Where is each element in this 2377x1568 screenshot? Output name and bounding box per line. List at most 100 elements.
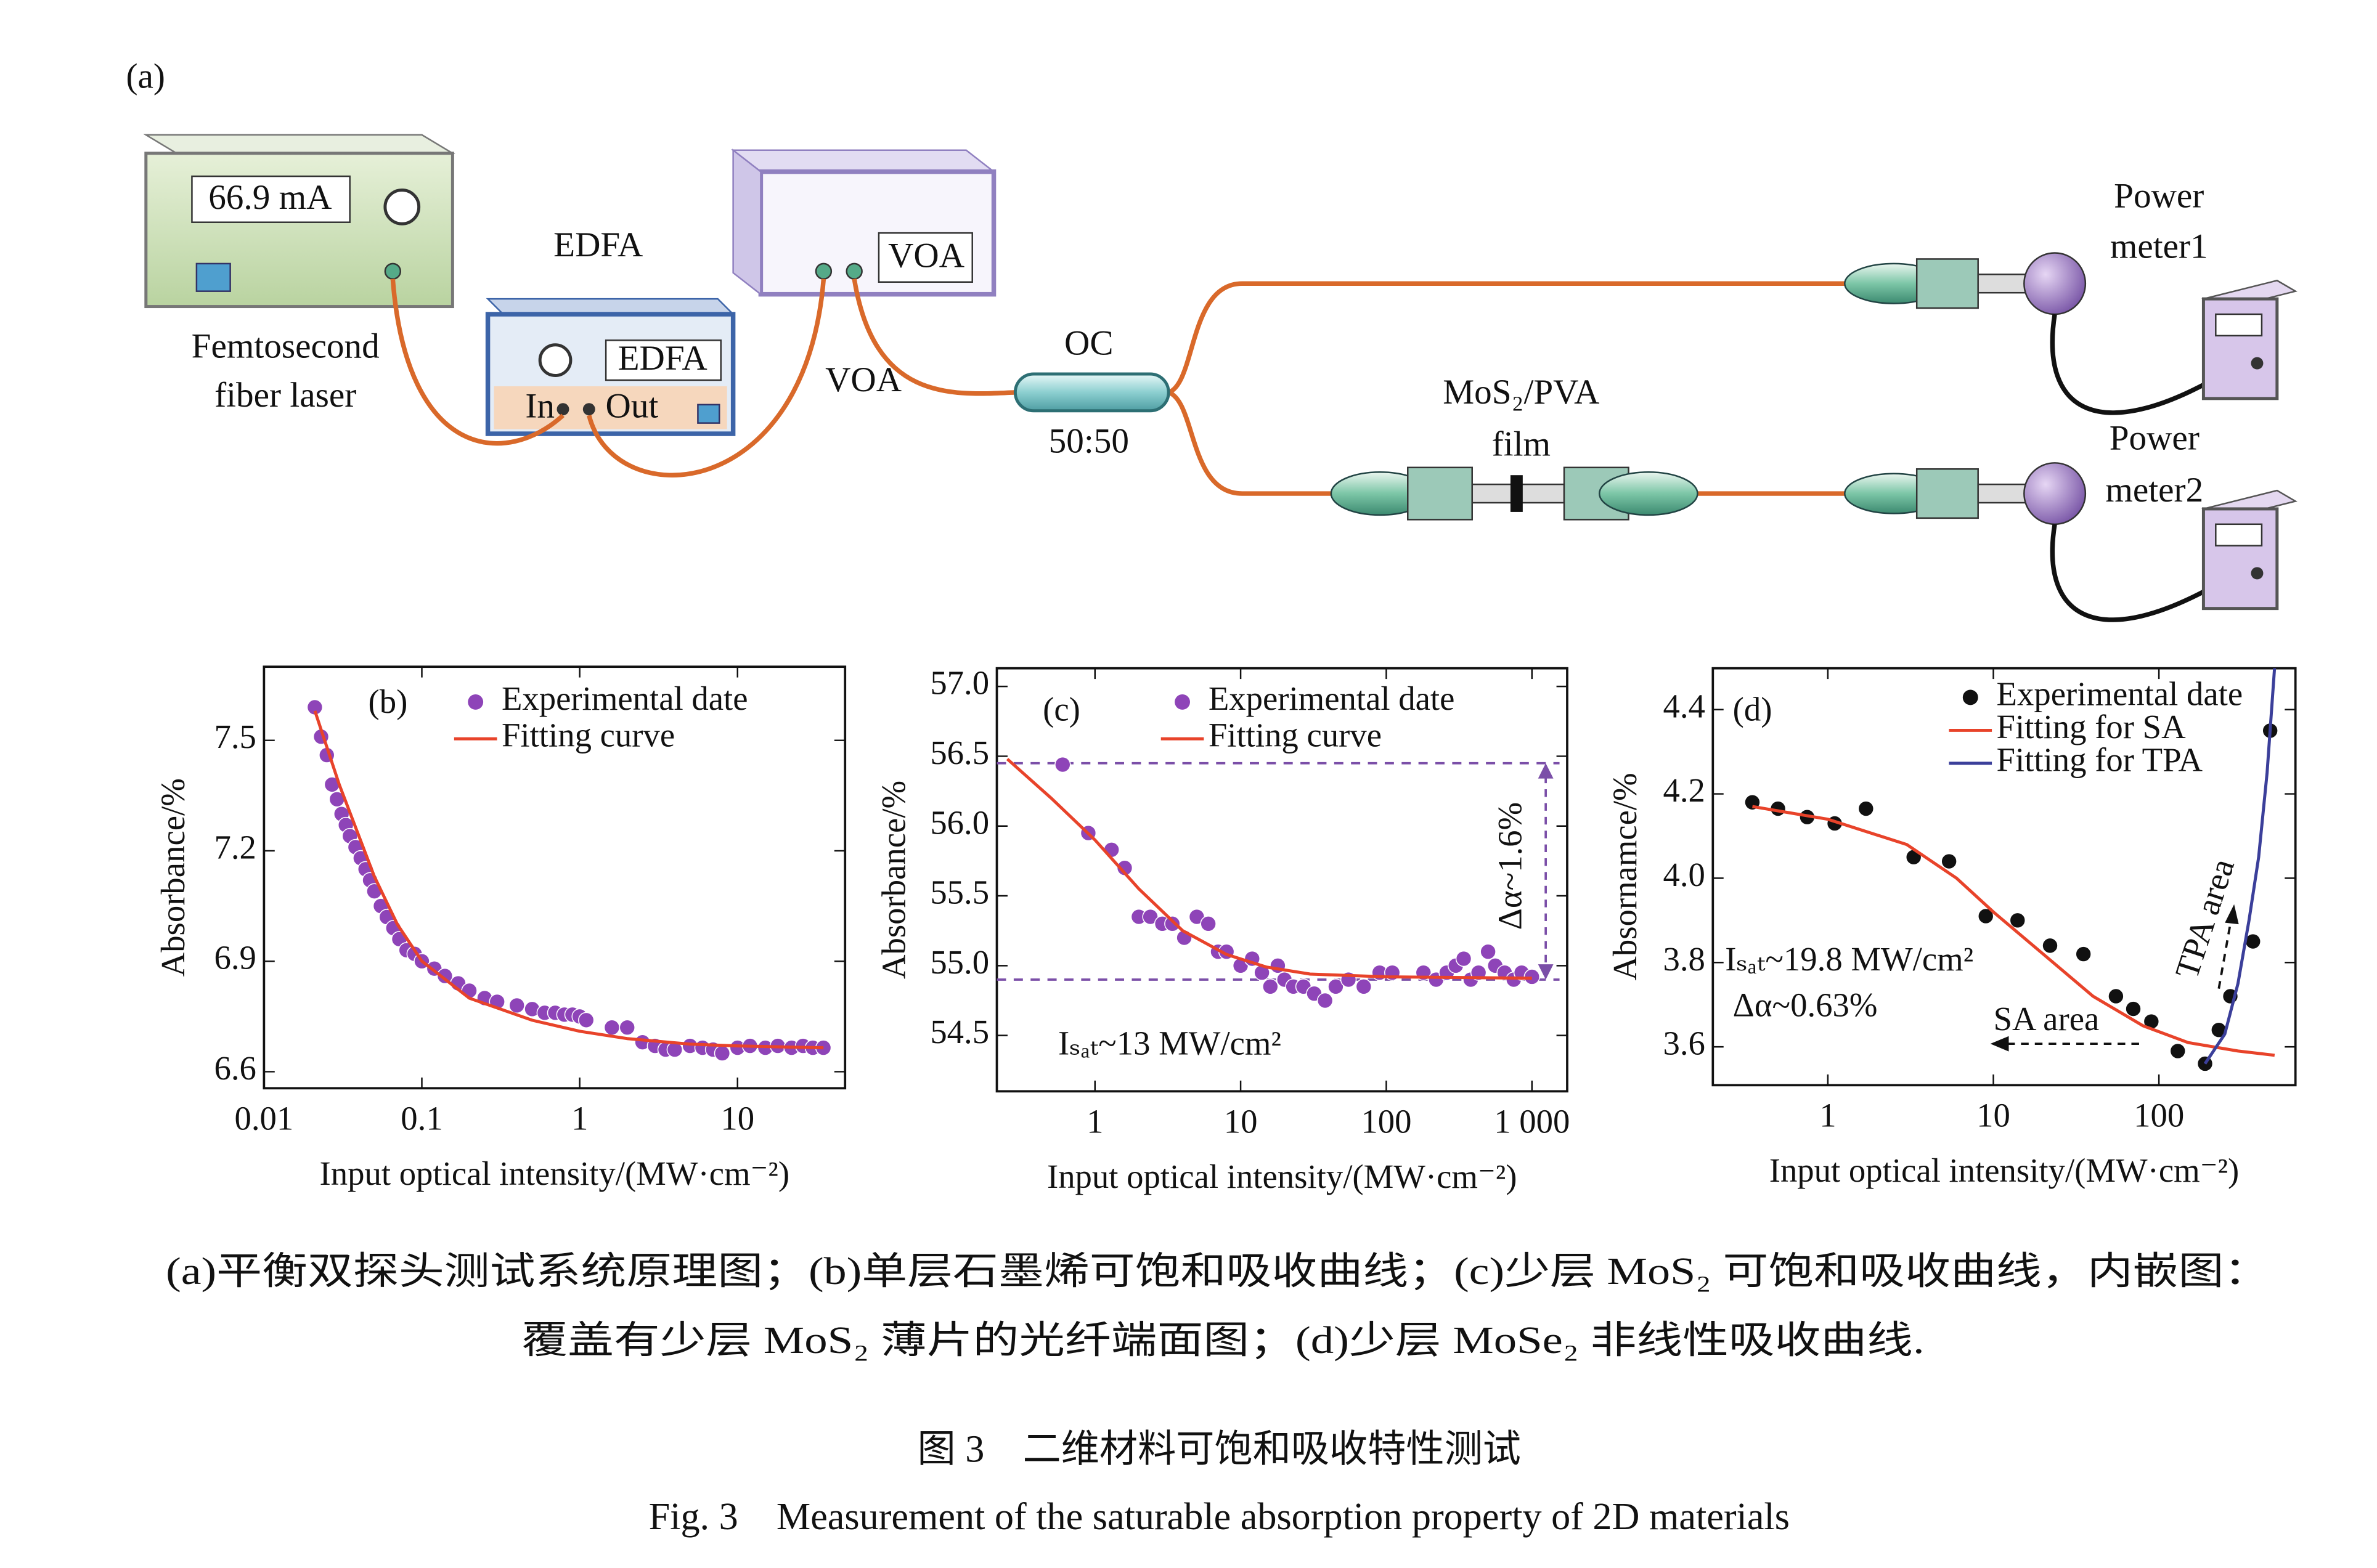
caption-line: 覆盖有少层 MoS₂ 薄片的光纤端面图；(d)少层 MoSe₂ 非线性吸收曲线. — [521, 1320, 1924, 1362]
laser-label: Femtosecond — [192, 327, 380, 365]
x-tick-label: 10 — [1976, 1097, 2010, 1134]
film — [1510, 475, 1523, 512]
meter-label: meter2 — [2105, 471, 2203, 510]
fiber — [852, 278, 1016, 396]
arrow-head — [1538, 964, 1554, 980]
meter-label: Power — [2114, 177, 2204, 216]
y-tick-label: 6.9 — [214, 939, 256, 977]
knob — [538, 343, 573, 377]
sample-label: film — [1492, 425, 1551, 464]
laser-display — [191, 175, 351, 223]
y-tick-label: 55.5 — [930, 874, 989, 911]
voa-display — [878, 232, 973, 283]
meter-display — [2215, 313, 2263, 337]
coupler — [1013, 372, 1170, 413]
sample-holder — [1330, 466, 1698, 521]
coupler-ratio: 50:50 — [1049, 422, 1129, 461]
caption-line: (a)平衡双探头测试系统原理图；(b)单层石墨烯可饱和吸收曲线；(c)少层 Mo… — [166, 1251, 2269, 1293]
arrow-head — [1990, 1036, 2009, 1052]
data-point — [619, 1019, 635, 1036]
legend-marker — [1962, 689, 1978, 705]
legend-label: Fitting curve — [1209, 717, 1382, 754]
y-tick-label: 56.5 — [930, 734, 989, 771]
x-tick-label: 100 — [2134, 1097, 2184, 1134]
laser-label: fiber laser — [214, 376, 356, 415]
data-point — [1327, 978, 1344, 995]
data-point — [1116, 859, 1133, 876]
legend-label: Experimental date — [502, 680, 748, 717]
knob — [2251, 357, 2264, 370]
y-tick-label: 7.5 — [214, 718, 256, 755]
meter-display — [2215, 523, 2263, 546]
panel-label: (a) — [126, 57, 165, 95]
detector-head — [2023, 462, 2087, 526]
detector1 — [1844, 252, 2297, 415]
cable — [2050, 524, 2222, 622]
y-tick-label: 56.0 — [930, 803, 989, 841]
data-point — [1941, 853, 1957, 870]
ferrule — [1407, 466, 1473, 521]
data-point — [436, 967, 454, 985]
cable — [2050, 314, 2222, 415]
data-point — [1200, 916, 1217, 932]
data-point — [2169, 1042, 2186, 1060]
annotation: Iₛₐₜ~13 MW/cm² — [1058, 1025, 1281, 1062]
y-tick-label: 57.0 — [930, 664, 989, 702]
data-point — [1480, 943, 1496, 960]
y-tick-label: 4.4 — [1663, 687, 1705, 725]
rod — [1977, 483, 2028, 504]
y-tick-label: 4.0 — [1663, 856, 1705, 893]
voa-display-text: VOA — [888, 237, 964, 275]
x-tick-label: 1 000 — [1494, 1103, 1570, 1140]
chart: 1 10 100 1 000 54.5 55.0 55.5 56.0 56.5 57.0 Input… — [875, 664, 1570, 1195]
data-point — [2042, 937, 2058, 954]
x-axis-label: Input optical intensity/(MW·cm⁻²) — [1047, 1158, 1517, 1195]
data-point — [1142, 908, 1159, 925]
meter-label: Power — [2110, 419, 2200, 458]
port — [384, 262, 402, 280]
fit-line — [1006, 758, 1532, 980]
y-axis-label: Absornamce/% — [1606, 773, 1644, 980]
data-point — [2108, 988, 2124, 1005]
port — [582, 403, 595, 416]
legend-marker — [1175, 694, 1190, 710]
data-point — [1455, 950, 1472, 967]
sample-label: MoS₂/PVA — [1443, 373, 1599, 412]
data-point — [603, 1019, 621, 1036]
chart: 0.01 0.1 1 10 6.6 6.9 7.2 7.5 Input optical inte… — [154, 665, 847, 1192]
port — [846, 262, 863, 280]
laser-display-text: 66.9 mA — [208, 178, 332, 217]
annotation: Iₛₐₜ~19.8 MW/cm² — [1725, 940, 1973, 978]
data-point — [1355, 978, 1372, 995]
knob — [383, 188, 421, 225]
meter-label: meter1 — [2110, 227, 2208, 266]
fiber — [390, 278, 565, 446]
legend-label: Fitting curve — [502, 717, 675, 754]
fit-line — [2203, 668, 2277, 1065]
legend-label: Experimental date — [1997, 675, 2243, 713]
legend-label: Fitting for TPA — [1997, 741, 2203, 778]
y-tick-label: 6.6 — [214, 1049, 256, 1087]
legend-label: Experimental date — [1209, 680, 1455, 717]
y-axis-label: Absorbance/% — [875, 781, 912, 979]
y-tick-label: 3.8 — [1663, 940, 1705, 978]
x-tick-label: 0.1 — [401, 1100, 442, 1137]
edfa-label: EDFA — [553, 225, 643, 264]
edfa-display — [605, 339, 722, 381]
x-tick-label: 0.01 — [234, 1100, 293, 1137]
voa-side — [732, 148, 762, 296]
detector2 — [1844, 462, 2297, 622]
data-point — [714, 1045, 731, 1062]
legend-label: Fitting for SA — [1997, 708, 2187, 745]
fiber — [587, 278, 826, 477]
data-point — [1164, 916, 1181, 932]
x-tick-label: 100 — [1361, 1103, 1411, 1140]
annotation: (c) — [1043, 690, 1080, 728]
port — [557, 403, 569, 416]
data-point — [461, 982, 478, 999]
voa-top — [731, 149, 997, 173]
legend-marker — [468, 694, 484, 710]
data-point — [1262, 978, 1279, 995]
edfa-display-text: EDFA — [618, 339, 707, 378]
